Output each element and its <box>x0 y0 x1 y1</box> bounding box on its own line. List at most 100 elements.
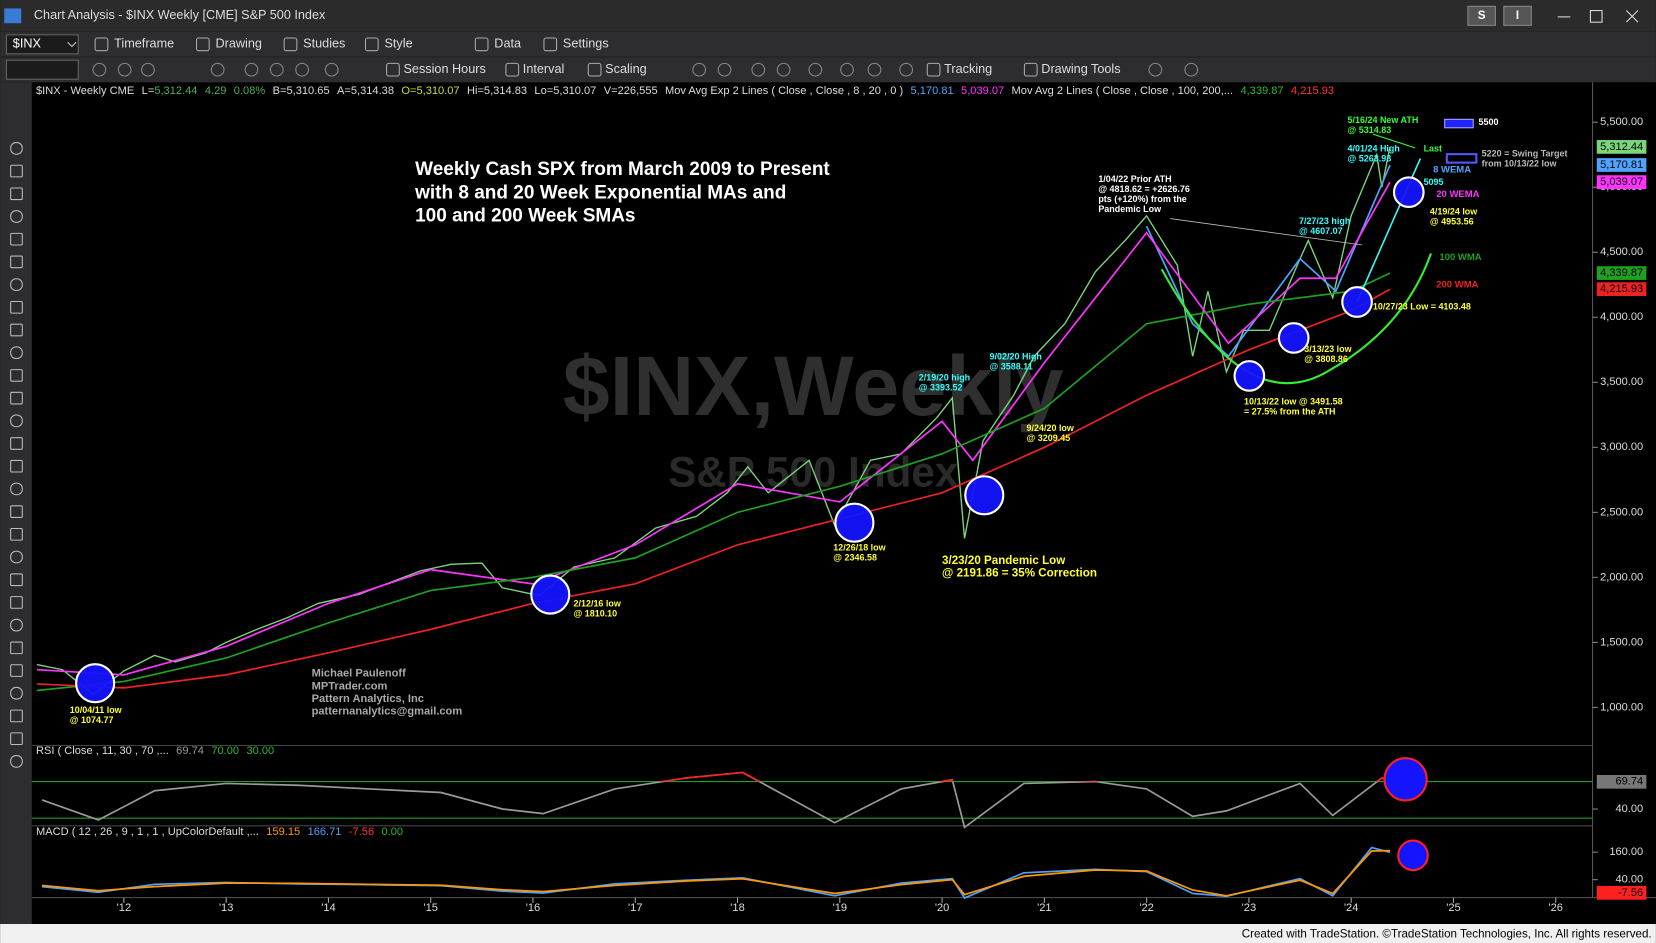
tool-button[interactable] <box>10 459 23 473</box>
legend: MACD ( 12 , 26 , 9 , 1 , 1 , UpColorDefa… <box>36 826 403 838</box>
tool-button[interactable] <box>10 232 23 246</box>
toolbar-item[interactable]: Style <box>384 37 412 51</box>
annotation: @ 2191.86 = 35% Correction <box>942 566 1097 579</box>
annotation: 10/04/11 low <box>70 705 122 715</box>
s-button-label[interactable]: S <box>1478 9 1486 22</box>
tool-button[interactable] <box>10 709 23 723</box>
interval-box[interactable] <box>5 59 79 80</box>
toolbar-button[interactable] <box>717 62 732 77</box>
toolbar-icon[interactable] <box>364 37 379 52</box>
macd-last-box <box>1596 885 1647 900</box>
toolbar-item[interactable]: Drawing Tools <box>1041 62 1120 76</box>
close[interactable] <box>1625 10 1639 23</box>
tool-button[interactable] <box>10 664 23 677</box>
tool-button[interactable] <box>10 437 23 450</box>
toolbar-icon[interactable] <box>386 62 400 77</box>
s-button[interactable] <box>1467 5 1496 26</box>
toolbar-item[interactable]: Timeframe <box>114 37 174 51</box>
tool-button[interactable] <box>10 686 23 700</box>
toolbar-button[interactable] <box>899 62 914 77</box>
toolbar-button[interactable] <box>295 62 309 77</box>
toolbar-icon[interactable] <box>474 37 489 52</box>
toolbar-icon[interactable] <box>195 37 210 52</box>
tool-button[interactable] <box>10 391 23 405</box>
toolbar-icon[interactable] <box>505 62 520 77</box>
annotation: 5/16/24 New ATH <box>1348 115 1419 125</box>
tool-button[interactable] <box>10 505 23 518</box>
tool-button[interactable] <box>10 573 23 587</box>
i-button-label[interactable]: I <box>1516 9 1519 22</box>
toolbar-button[interactable] <box>1148 62 1163 77</box>
annotation: 4/01/24 High <box>1348 143 1400 153</box>
toolbar-button[interactable] <box>117 62 132 77</box>
tool-column <box>0 82 32 924</box>
price-axis <box>1592 82 1656 898</box>
tool-button[interactable] <box>10 164 23 178</box>
tool-button[interactable] <box>10 210 23 223</box>
tool-button[interactable] <box>10 142 23 155</box>
toolbar-icon[interactable] <box>587 62 602 77</box>
tool-button[interactable] <box>10 187 23 201</box>
y-tick-label: 3,500.00 <box>1600 376 1643 388</box>
toolbar-button[interactable] <box>1184 62 1199 77</box>
symbol-text[interactable]: $INX <box>13 37 42 51</box>
tool-button[interactable] <box>10 641 23 655</box>
toolbar-button[interactable] <box>692 62 707 77</box>
toolbar-icon[interactable] <box>1023 62 1038 77</box>
tool-button[interactable] <box>10 300 23 314</box>
tool-button[interactable] <box>10 369 23 382</box>
maximize[interactable] <box>1589 10 1603 23</box>
y-tick-label: 160.00 <box>1609 846 1643 858</box>
toolbar-button[interactable] <box>867 62 882 77</box>
tool-button[interactable] <box>10 414 23 428</box>
toolbar-button[interactable] <box>776 62 791 77</box>
tool-button[interactable] <box>10 732 23 746</box>
tool-button[interactable] <box>10 346 23 360</box>
toolbar-item[interactable]: Tracking <box>944 62 992 76</box>
tool-button[interactable] <box>10 255 23 269</box>
tool-button[interactable] <box>10 596 23 609</box>
symbol-box[interactable] <box>5 34 79 55</box>
tool-button[interactable] <box>10 550 23 564</box>
tool-button[interactable] <box>10 755 23 768</box>
x-tick-label: '17 <box>628 902 642 914</box>
toolbar-button[interactable] <box>269 62 284 77</box>
toolbar-button[interactable] <box>210 62 225 77</box>
toolbar-item[interactable]: Studies <box>303 37 345 51</box>
x-tick-label: '20 <box>935 902 949 914</box>
toolbar-item[interactable]: Interval <box>523 62 565 76</box>
tool-button[interactable] <box>10 527 23 541</box>
tool-button[interactable] <box>10 278 23 291</box>
toolbar-button[interactable] <box>751 62 766 77</box>
toolbar-item[interactable]: Settings <box>563 37 609 51</box>
toolbar-button[interactable] <box>324 62 339 77</box>
toolbar-icon[interactable] <box>94 37 109 52</box>
x-tick-label: '21 <box>1037 902 1051 914</box>
tool-button[interactable] <box>10 618 23 632</box>
toolbar-button[interactable] <box>92 62 107 77</box>
tool-button[interactable] <box>10 482 23 496</box>
symbol-dropdown[interactable] <box>67 41 77 48</box>
x-tick-label: '12 <box>117 902 131 914</box>
toolbar-button[interactable] <box>244 62 259 77</box>
annotation: 7/27/23 high <box>1299 216 1350 226</box>
tool-button[interactable] <box>10 323 23 337</box>
legend-item: Hi=5,314.83 <box>467 85 527 97</box>
cup-arc <box>1160 253 1432 385</box>
toolbar-icon[interactable] <box>543 37 558 52</box>
toolbar-icon[interactable] <box>926 62 941 77</box>
toolbar-button[interactable] <box>808 62 823 77</box>
toolbar-button[interactable] <box>840 62 854 77</box>
toolbar-item[interactable]: Data <box>494 37 522 51</box>
toolbar-icon[interactable] <box>283 37 298 52</box>
toolbar-item[interactable]: Drawing <box>216 37 262 51</box>
low-circle <box>964 475 1005 516</box>
toolbar-item[interactable]: Scaling <box>605 62 647 76</box>
footer: Created with TradeStation. ©TradeStation… <box>1242 928 1652 941</box>
last-value-label: 5,312.44 <box>1600 141 1643 153</box>
toolbar-item[interactable]: Session Hours <box>403 62 485 76</box>
y-tick-label: 40.00 <box>1615 874 1643 886</box>
i-button[interactable] <box>1503 5 1532 26</box>
toolbar-button[interactable] <box>141 62 155 77</box>
